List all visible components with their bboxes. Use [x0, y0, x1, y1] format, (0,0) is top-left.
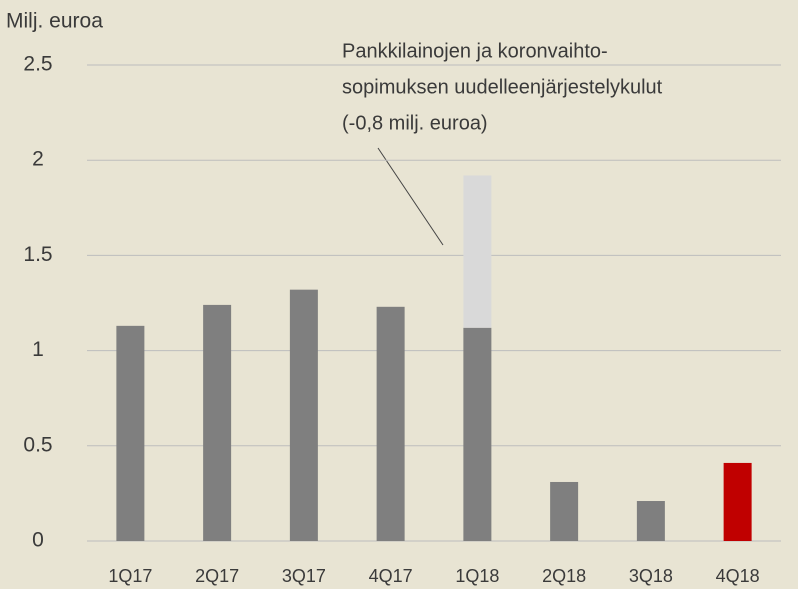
y-axis-label: Milj. euroa [6, 10, 103, 33]
x-tick-label: 4Q18 [716, 566, 760, 586]
annotation-line: (-0,8 milj. euroa) [342, 112, 488, 134]
annotation-leader [377, 147, 444, 246]
bar [550, 481, 579, 541]
bar [636, 501, 665, 541]
y-tick-label: 1.5 [23, 243, 52, 266]
y-tick-label: 0.5 [23, 433, 52, 456]
bar [463, 175, 492, 328]
bar [463, 327, 492, 541]
x-tick-label: 2Q17 [195, 566, 239, 586]
x-tick-label: 1Q18 [455, 566, 499, 586]
y-tick-label: 2 [32, 148, 44, 171]
bar [203, 304, 232, 541]
bar [116, 325, 145, 541]
bar [723, 462, 752, 541]
x-tick-label: 2Q18 [542, 566, 586, 586]
bar [289, 289, 318, 541]
y-tick-label: 2.5 [23, 53, 52, 76]
x-tick-label: 3Q18 [629, 566, 673, 586]
bar [376, 306, 405, 541]
x-tick-label: 1Q17 [108, 566, 152, 586]
annotation-line: sopimuksen uudelleenjärjestelykulut [342, 76, 663, 98]
x-tick-label: 3Q17 [282, 566, 326, 586]
annotation-line: Pankkilainojen ja koronvaihto- [342, 40, 608, 62]
x-tick-label: 4Q17 [369, 566, 413, 586]
y-tick-label: 0 [32, 529, 44, 552]
y-tick-label: 1 [32, 338, 44, 361]
